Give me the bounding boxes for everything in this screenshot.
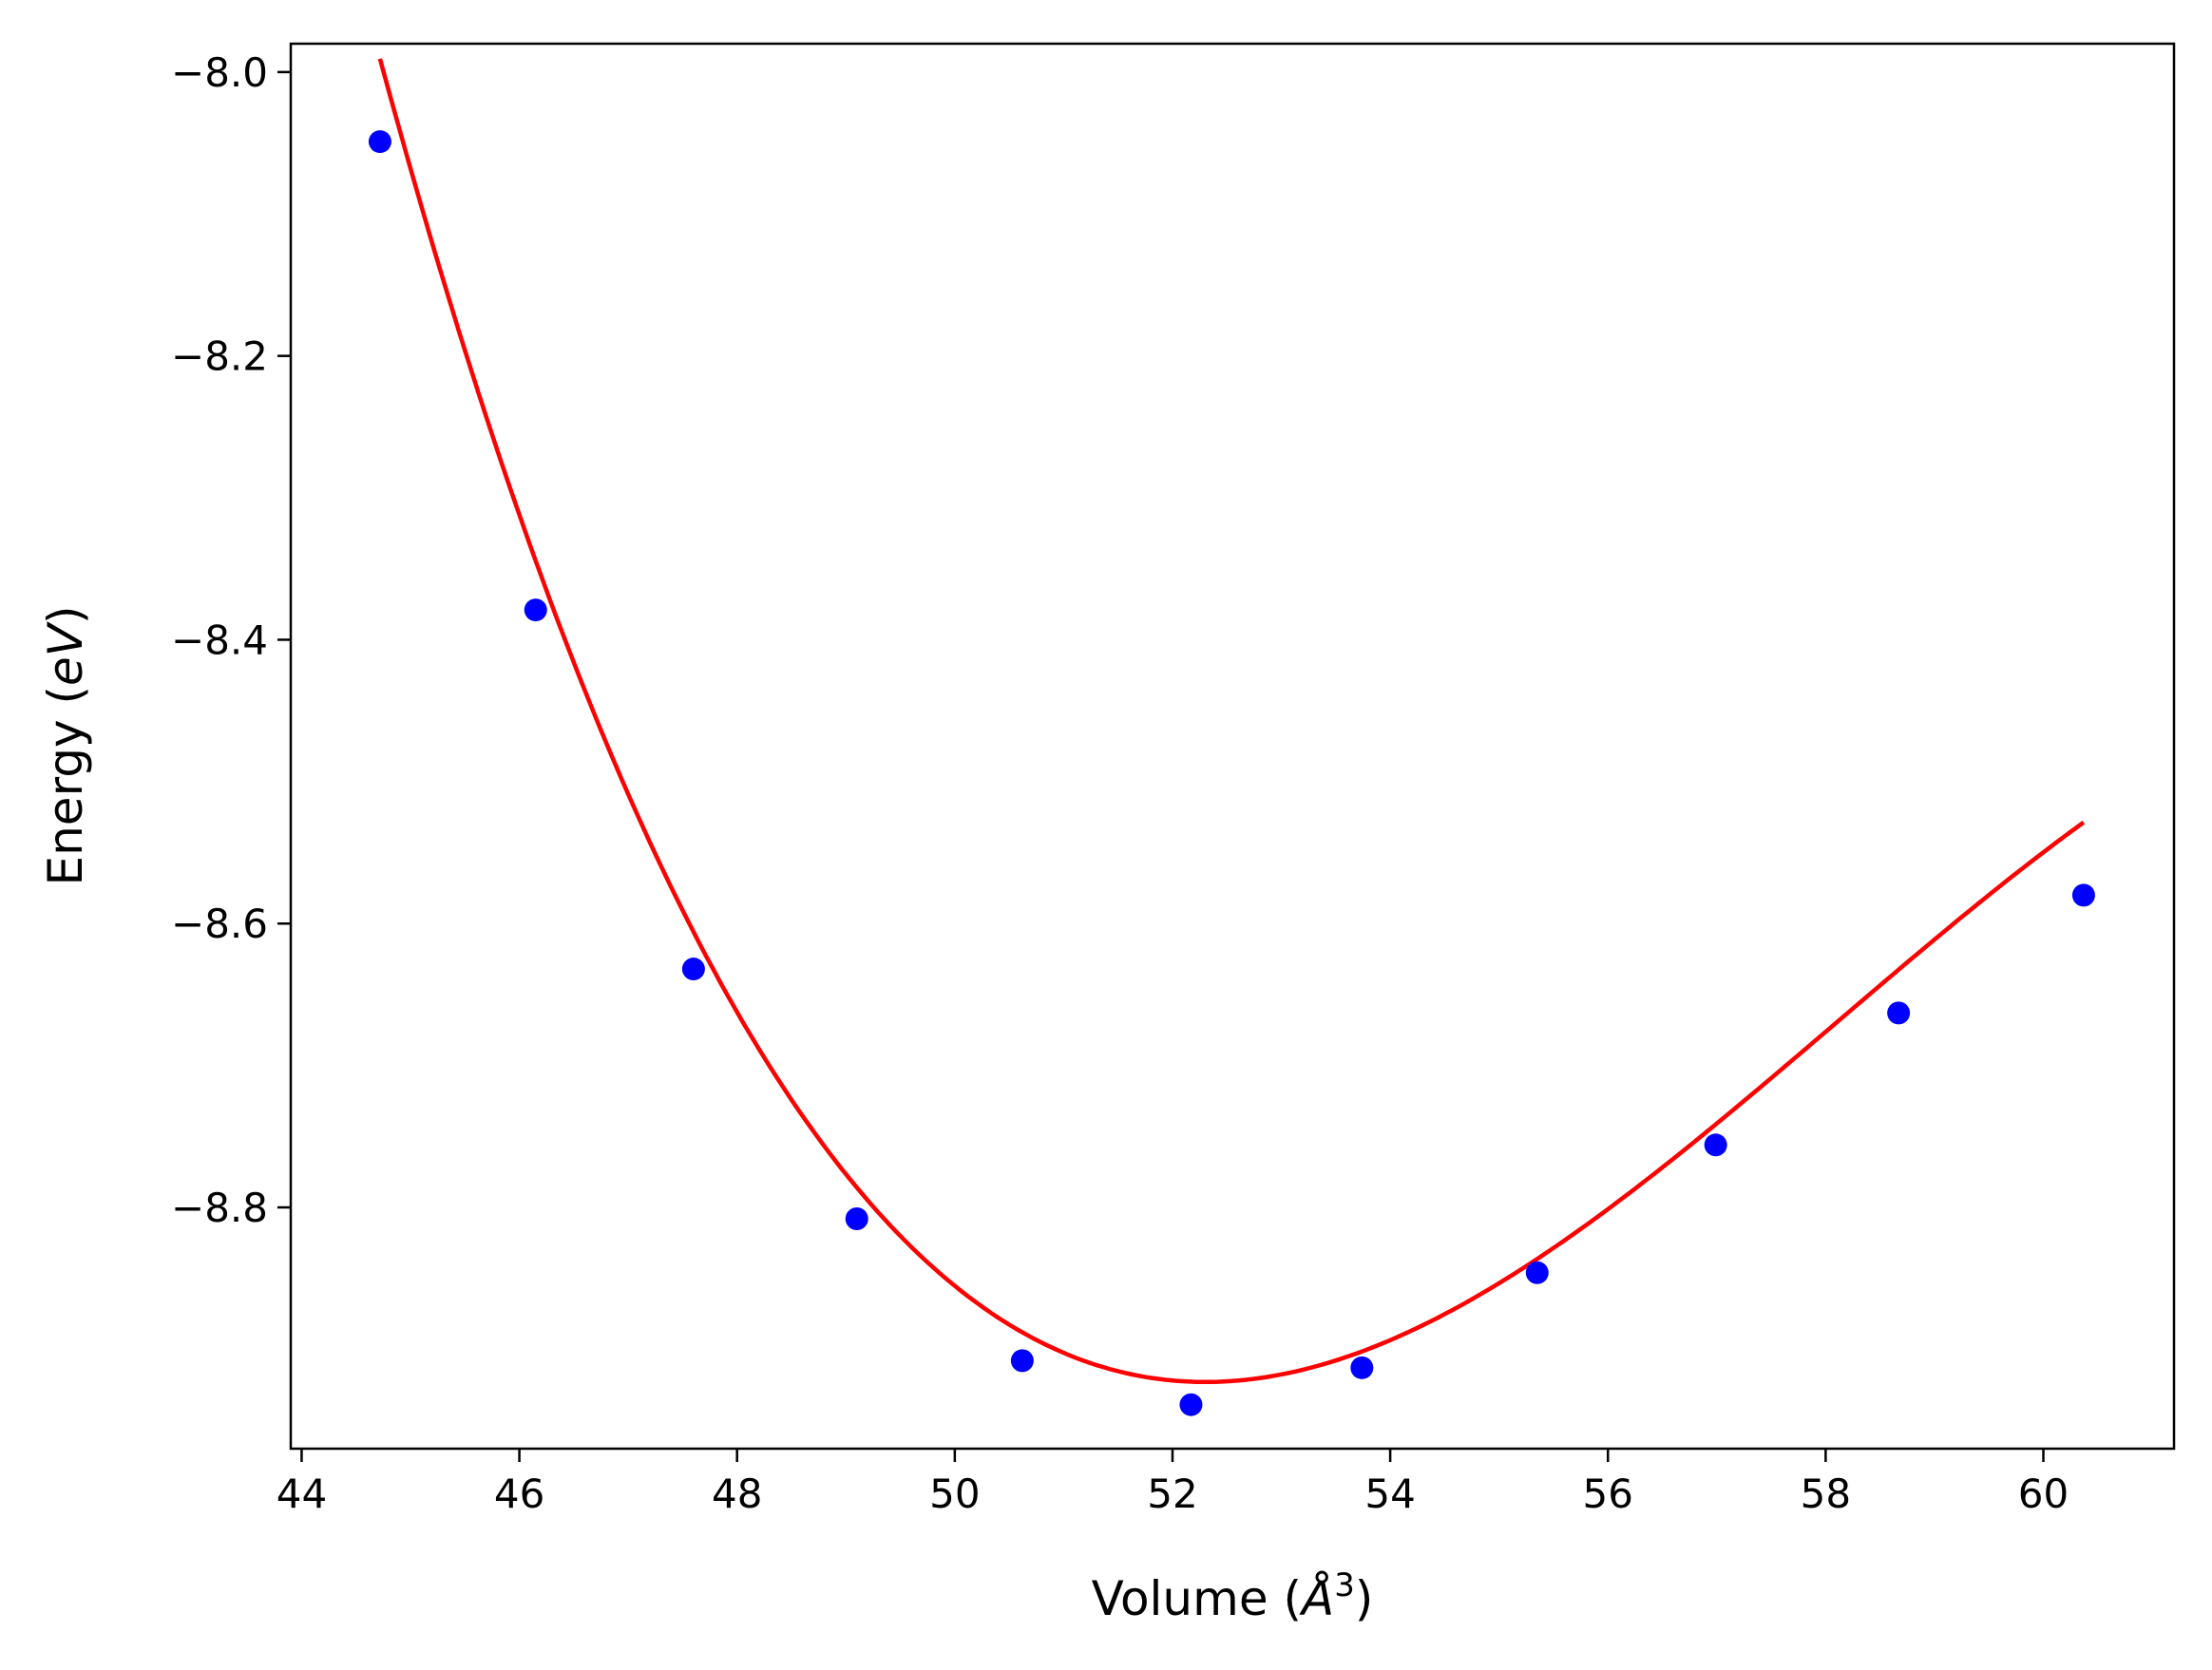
y-axis: −8.0 −8.2 −8.4 −8.6 −8.8 [171,49,291,1231]
x-tick-label: 52 [1147,1471,1197,1517]
x-tick-label: 60 [2018,1471,2069,1517]
fit-layer [377,58,2086,1385]
y-tick-label: −8.0 [171,49,268,96]
points-layer [368,130,2095,1416]
data-point [524,598,547,622]
data-point [1704,1133,1727,1157]
x-tick-label: 56 [1583,1471,1633,1517]
fit-curve [377,58,2086,1385]
data-point [1179,1393,1203,1416]
x-tick-label: 58 [1801,1471,1851,1517]
x-tick-label: 48 [712,1471,762,1517]
x-tick-label: 54 [1364,1471,1415,1517]
x-tick-label: 46 [494,1471,544,1517]
y-tick-label: −8.4 [171,617,268,663]
plot-frame [289,42,2176,1451]
x-axis: 44 46 48 50 52 54 56 58 60 [276,1449,2069,1517]
data-point [1525,1261,1549,1284]
y-axis-label: Energy (eV) [38,606,93,886]
data-point [1350,1356,1374,1379]
data-point [681,958,705,981]
data-point [845,1206,868,1230]
x-tick-label: 44 [276,1471,327,1517]
data-point [1010,1349,1034,1373]
y-tick-label: −8.8 [171,1185,268,1231]
data-point [1887,1001,1911,1025]
y-tick-label: −8.2 [171,333,268,380]
data-point [2071,883,2095,907]
x-axis-label: Volume (Å3) [1092,1566,1374,1626]
data-point [368,130,391,154]
x-tick-label: 50 [929,1471,980,1517]
y-tick-label: −8.6 [171,901,268,947]
